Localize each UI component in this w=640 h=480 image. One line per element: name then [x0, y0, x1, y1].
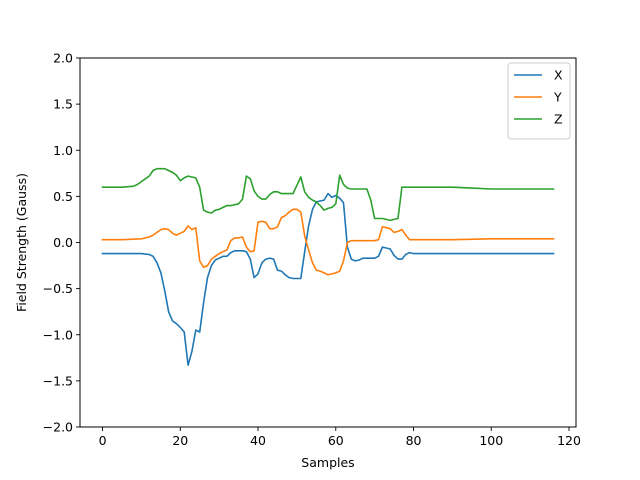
- y-tick-label: −1.0: [43, 327, 73, 342]
- y-tick-label: 0.5: [53, 189, 73, 204]
- series-line-z: [101, 167, 555, 222]
- x-tick-label: 60: [328, 433, 344, 448]
- y-axis: −2.0 −1.5 −1.0 −0.5 0.0 0.5 1.0 1.5 2.0: [43, 51, 80, 435]
- y-axis-title: Field Strength (Gauss): [14, 173, 29, 312]
- y-tick-label: −0.5: [43, 281, 73, 296]
- y-tick-label: 2.0: [53, 51, 73, 66]
- y-tick-label: 1.0: [53, 143, 73, 158]
- x-axis: 0 20 40 60 80 100 120: [99, 427, 581, 448]
- legend-label-z: Z: [554, 112, 563, 127]
- x-tick-label: 40: [250, 433, 266, 448]
- y-tick-label: 1.5: [53, 97, 73, 112]
- series-line-x: [101, 192, 555, 366]
- x-tick-label: 0: [99, 433, 107, 448]
- legend-label-y: Y: [553, 90, 562, 105]
- x-tick-label: 80: [406, 433, 422, 448]
- legend: XYZ: [507, 62, 571, 140]
- y-tick-label: 0.0: [53, 235, 73, 250]
- y-tick-label: −2.0: [43, 420, 73, 435]
- x-tick-label: 100: [479, 433, 503, 448]
- y-tick-label: −1.5: [43, 373, 73, 388]
- x-tick-label: 120: [557, 433, 581, 448]
- x-tick-label: 20: [172, 433, 188, 448]
- legend-label-x: X: [554, 68, 563, 83]
- x-axis-title: Samples: [301, 455, 354, 470]
- legend-box: [507, 62, 571, 140]
- series-line-y: [101, 208, 555, 276]
